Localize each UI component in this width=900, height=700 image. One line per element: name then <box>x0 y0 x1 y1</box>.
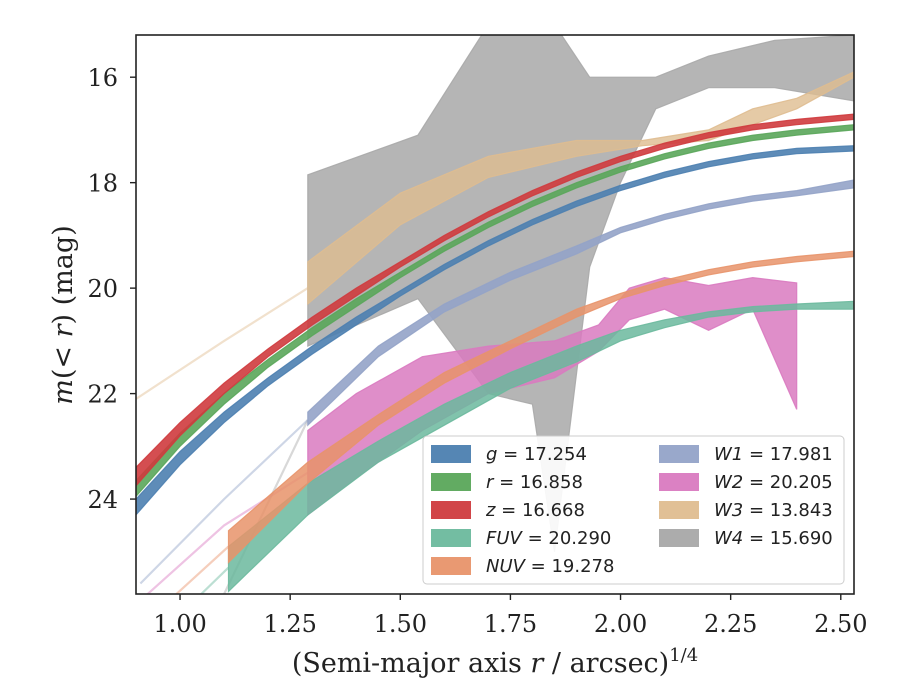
band-nuv <box>227 250 854 564</box>
legend-label-w2: W2 = 20.205 <box>714 472 833 493</box>
extrapolation-line-w4 <box>222 419 309 594</box>
band-fuv <box>227 300 854 593</box>
legend-swatch-w1 <box>659 445 699 463</box>
y-axis-title: m(< r) (mag) <box>48 225 79 404</box>
x-tick-label: 1.75 <box>484 610 537 638</box>
legend-label-r: r = 16.858 <box>486 472 583 493</box>
legend-label-fuv: FUV = 20.290 <box>486 528 611 549</box>
legend-swatch-g <box>431 445 471 463</box>
legend-swatch-w4 <box>659 529 699 547</box>
legend-swatch-w3 <box>659 501 699 519</box>
extrapolation-line-nuv <box>174 545 230 594</box>
x-axis: 1.00 1.25 1.50 1.75 2.00 2.25 2.50 <box>153 594 868 638</box>
legend-label-nuv: NUV = 19.278 <box>486 556 614 577</box>
x-axis-title: (Semi-major axis r / arcsec)1/4 <box>292 645 698 679</box>
x-tick-label: 1.00 <box>153 610 206 638</box>
y-tick-label: 22 <box>87 381 118 409</box>
legend-label-w1: W1 = 17.981 <box>714 444 833 465</box>
band-w4 <box>307 35 854 552</box>
y-tick-label: 18 <box>87 170 118 198</box>
y-axis: 16 18 20 22 24 <box>87 64 136 514</box>
x-tick-label: 2.00 <box>594 610 647 638</box>
extrapolation-line-w1 <box>139 419 309 585</box>
legend-swatch-z <box>431 501 471 519</box>
legend-label-w4: W4 = 15.690 <box>714 528 833 549</box>
legend-label-g: g = 17.254 <box>486 444 587 465</box>
legend-swatch-fuv <box>431 529 471 547</box>
y-tick-label: 16 <box>87 64 118 92</box>
legend: g = 17.254 r = 16.858 z = 16.668 FUV = 20.2… <box>422 435 845 585</box>
legend-label-w3: W3 = 13.843 <box>714 500 833 521</box>
legend-swatch-w2 <box>659 473 699 491</box>
legend-swatch-r <box>431 473 471 491</box>
x-tick-label: 2.50 <box>814 610 867 638</box>
legend-swatch-nuv <box>431 557 471 575</box>
band-r <box>136 124 854 498</box>
legend-box <box>422 435 845 585</box>
plot-frame <box>135 34 855 595</box>
y-tick-label: 24 <box>87 486 118 514</box>
x-tick-label: 1.50 <box>374 610 427 638</box>
band-g <box>136 145 854 516</box>
extrapolation-line-w3 <box>136 287 309 400</box>
data-bands <box>136 35 854 594</box>
legend-label-z: z = 16.668 <box>485 500 585 521</box>
extrapolation-line-fuv <box>199 566 230 594</box>
band-w1 <box>307 179 854 427</box>
x-tick-label: 1.25 <box>263 610 316 638</box>
band-w3 <box>307 71 854 306</box>
band-z <box>136 113 854 487</box>
x-tick-label: 2.25 <box>704 610 757 638</box>
y-tick-label: 20 <box>87 275 118 303</box>
